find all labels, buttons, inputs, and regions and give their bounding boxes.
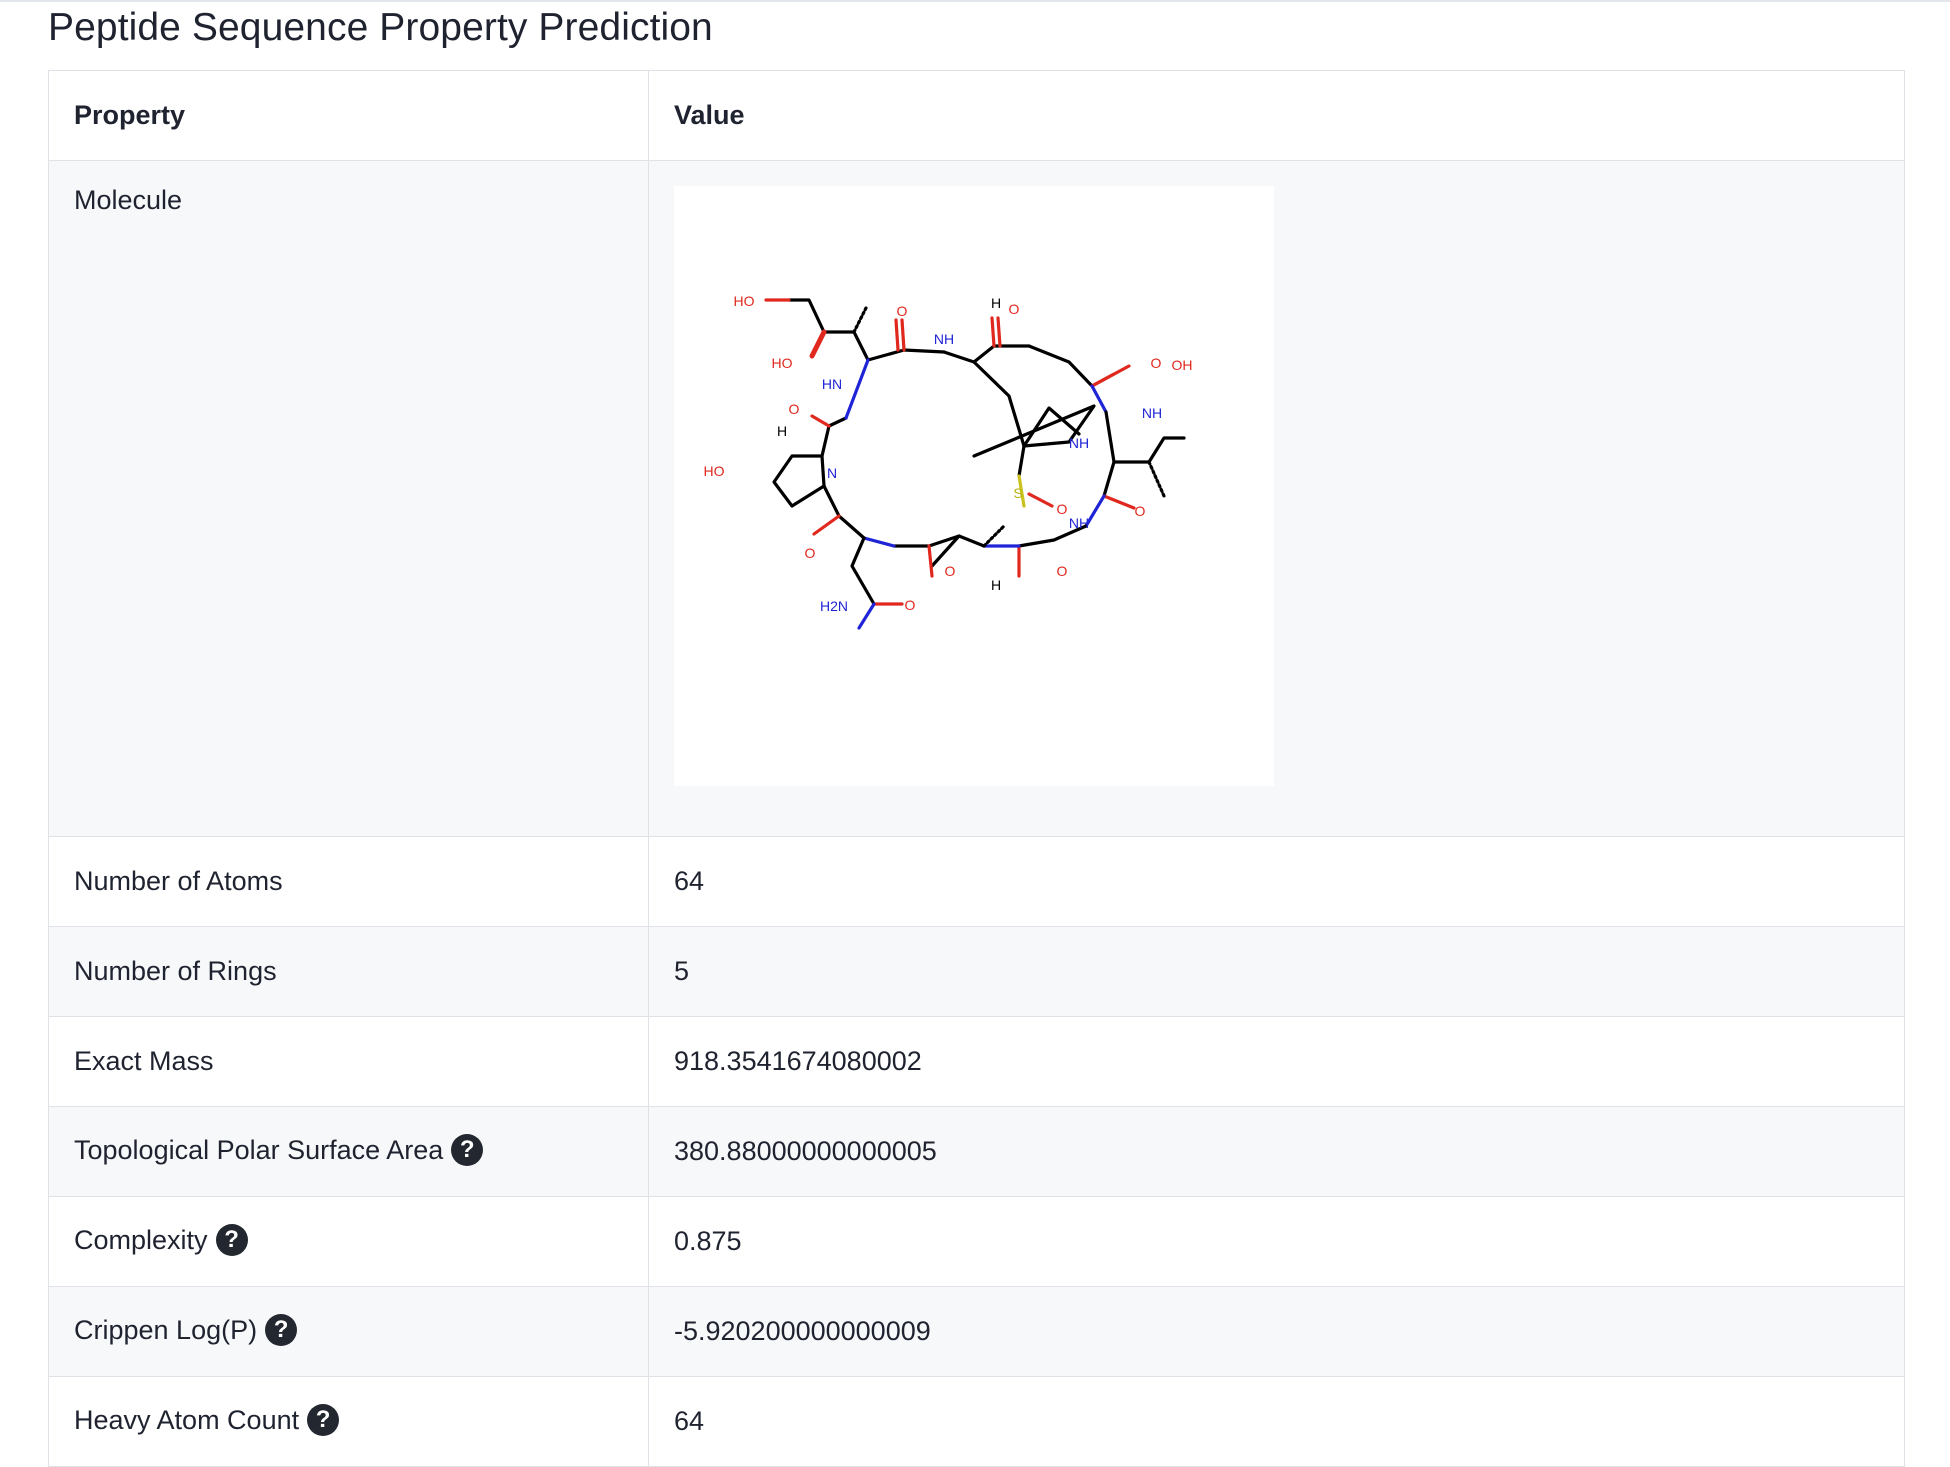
property-label-cell: Topological Polar Surface Area? [48,1106,649,1197]
property-label-cell: Crippen Log(P)? [48,1286,649,1377]
molecule-structure-svg: HO HO HO OH HN H2N S N NH NH NH NH [704,293,1193,630]
property-value: -5.920200000000009 [648,1286,1905,1377]
table-row: Number of Rings 5 [48,926,1905,1017]
property-label: Number of Atoms [74,866,283,896]
hn-label: HN [822,376,842,392]
h-label-3: H [991,577,1001,593]
table-row: Exact Mass 918.3541674080002 [48,1016,1905,1107]
property-table: Property Value Molecule [48,70,1905,1467]
property-label: Complexity [74,1225,208,1256]
ho-label-left: HO [704,463,725,479]
header-value: Value [648,70,1905,161]
table-header-row: Property Value [48,70,1905,161]
help-icon[interactable]: ? [265,1313,298,1346]
property-label-cell: Exact Mass [48,1016,649,1107]
property-value: 5 [648,926,1905,1017]
property-label: Topological Polar Surface Area [74,1135,444,1166]
property-label: Heavy Atom Count [74,1405,300,1436]
nh-label-top: NH [934,331,954,347]
sulfur-label: S [1013,485,1022,501]
help-icon[interactable]: ? [451,1133,484,1166]
help-icon[interactable]: ? [307,1403,340,1436]
property-label-cell: Number of Rings [48,926,649,1017]
property-label: Number of Rings [74,956,277,986]
table-row: Number of Atoms 64 [48,836,1905,927]
nh-label-right: NH [1142,405,1162,421]
property-value: 918.3541674080002 [648,1016,1905,1107]
top-divider [0,0,1950,2]
table-row: Topological Polar Surface Area? 380.88000… [48,1106,1905,1197]
o-label-5: O [1057,501,1068,517]
property-label-cell: Complexity? [48,1196,649,1287]
property-value: 64 [648,836,1905,927]
property-label: Exact Mass [74,1046,214,1076]
ho-label-top: HO [734,293,755,309]
property-value: 0.875 [648,1196,1905,1287]
oh-label-right: OH [1172,357,1193,373]
table-row: Crippen Log(P)? -5.920200000000009 [48,1286,1905,1377]
h-label-1: H [991,295,1001,311]
page-title: Peptide Sequence Property Prediction [48,6,713,49]
o-label-10: O [1057,563,1068,579]
property-label: Crippen Log(P) [74,1315,258,1346]
o-label-6: O [789,401,800,417]
help-icon[interactable]: ? [215,1223,248,1256]
o-label-3: O [1151,355,1162,371]
table-row-molecule: Molecule [48,160,1905,837]
nh-label-inner: NH [1069,435,1089,451]
property-value: 380.88000000000005 [648,1106,1905,1197]
o-label-4: O [1135,503,1146,519]
molecule-label: Molecule [48,160,649,837]
h-label-2: H [777,423,787,439]
nh-label-bottom: NH [1069,515,1089,531]
o-label-9: O [945,563,956,579]
property-label-cell: Number of Atoms [48,836,649,927]
header-property: Property [48,70,649,161]
o-label-8: O [905,597,916,613]
o-label-7: O [805,545,816,561]
table-row: Complexity? 0.875 [48,1196,1905,1287]
h2n-label: H2N [820,598,848,614]
molecule-cell: HO HO HO OH HN H2N S N NH NH NH NH [648,160,1905,837]
o-label-1: O [897,303,908,319]
o-label-2: O [1009,301,1020,317]
ring-n-label: N [827,465,837,481]
ho-label-mid: HO [772,355,793,371]
molecule-structure-image: HO HO HO OH HN H2N S N NH NH NH NH [674,186,1274,786]
